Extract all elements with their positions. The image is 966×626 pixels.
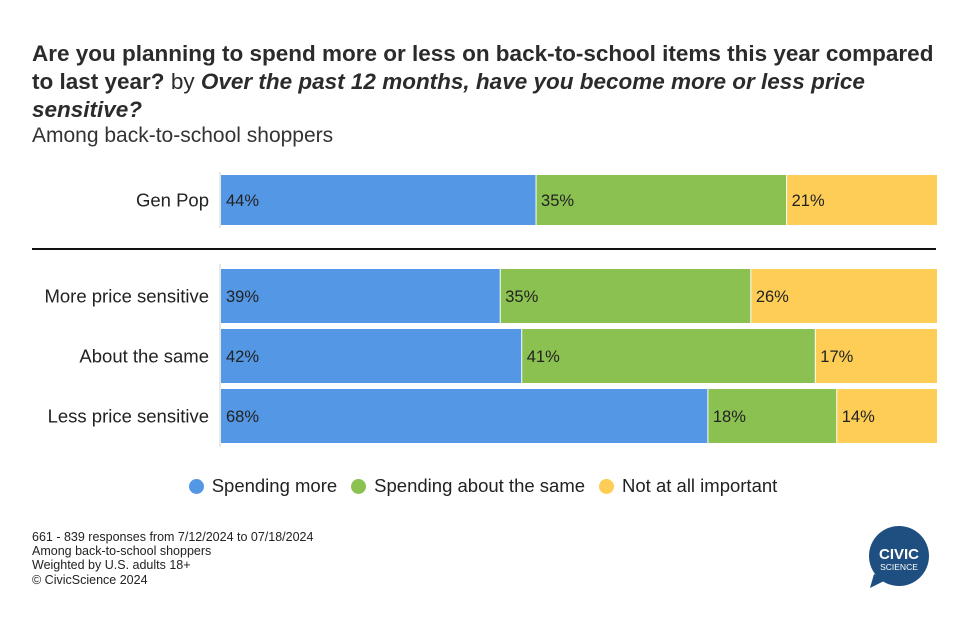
chart-title: Are you planning to spend more or less o… (32, 40, 942, 124)
title-question-2: Over the past 12 months, have you become… (32, 69, 865, 122)
legend-label: Not at all important (622, 475, 778, 496)
bar-segment (836, 389, 937, 443)
data-label: 17% (820, 348, 853, 366)
title-by: by (170, 69, 195, 94)
bar-segment (221, 389, 708, 443)
category-label: More price sensitive (44, 286, 209, 307)
legend-label: Spending more (211, 475, 338, 496)
legend-item-spending-more: Spending more (188, 475, 338, 497)
bar-segment (750, 269, 937, 323)
bar-segment (707, 389, 837, 443)
bar-segment (500, 269, 751, 323)
footnote-line: Among back-to-school shoppers (32, 544, 212, 559)
footnote-line: © CivicScience 2024 (32, 572, 148, 587)
civicscience-logo: CIVIC SCIENCE (869, 526, 929, 588)
bar-segment (221, 329, 522, 383)
bar-segment (221, 269, 501, 323)
data-label: 35% (541, 192, 574, 210)
category-label: Gen Pop (136, 190, 209, 211)
legend-label: Spending about the same (374, 475, 586, 496)
data-label: 35% (505, 288, 538, 306)
category-label: Less price sensitive (48, 406, 209, 427)
bar-segment (221, 175, 537, 225)
legend-item-not-important: Not at all important (599, 475, 777, 497)
data-label: 26% (756, 288, 789, 306)
data-label: 41% (527, 348, 560, 366)
data-label: 14% (842, 408, 875, 426)
legend-swatch-icon (351, 478, 367, 494)
category-label: About the same (79, 346, 209, 367)
data-label: 68% (226, 408, 259, 426)
data-label: 18% (713, 408, 746, 426)
legend-swatch-icon (188, 478, 204, 494)
data-label: 44% (226, 192, 259, 210)
bar-segment (815, 329, 937, 383)
footnote-line: 661 - 839 responses from 7/12/2024 to 07… (32, 530, 314, 544)
footnote-line: Weighted by U.S. adults 18+ (32, 558, 191, 573)
bar-segment (521, 329, 816, 383)
footnote: 661 - 839 responses from 7/12/2024 to 07… (32, 530, 313, 587)
chart-subtitle: Among back-to-school shoppers (32, 124, 334, 147)
legend-swatch-icon (599, 478, 615, 494)
data-label: 42% (226, 348, 259, 366)
data-label: 21% (792, 192, 825, 210)
legend-item-spending-same: Spending about the same (351, 475, 585, 497)
bar-segment (536, 175, 787, 225)
title-question-1: Are you planning to spend more or less o… (32, 41, 934, 94)
logo-text-science: SCIENCE (880, 562, 918, 572)
chart-legend: Spending more Spending about the same No… (0, 475, 966, 497)
logo-text-civic: CIVIC (879, 546, 919, 563)
stacked-bar-chart: Gen Pop 44% 35% 21% More price sensitive 39% 3… (32, 172, 937, 447)
data-label: 39% (226, 288, 259, 306)
bar-segment (786, 175, 937, 225)
